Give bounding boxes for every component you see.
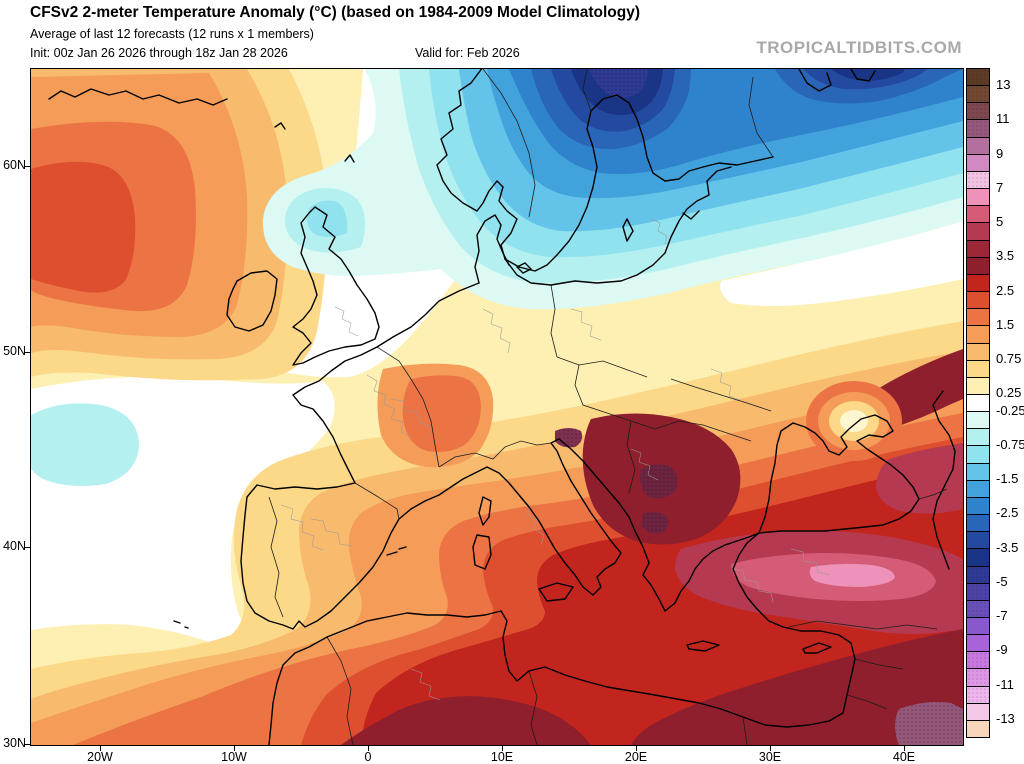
lat-tick-mark (24, 547, 30, 548)
valid-time-label: Valid for: Feb 2026 (415, 46, 520, 60)
colorbar-tick-label: -2.5 (996, 505, 1019, 521)
lon-tick-label: 40E (892, 750, 916, 764)
colorbar-segment (967, 686, 989, 704)
colorbar-segment (967, 309, 989, 327)
colorbar-tick-label: -5 (996, 573, 1008, 589)
colorbar-segment (967, 583, 989, 601)
colorbar-segment (967, 532, 989, 550)
colorbar-segment (967, 549, 989, 567)
admin-borders (280, 218, 831, 701)
colorbar-segment (967, 343, 989, 361)
colorbar-segment (967, 223, 989, 241)
lon-tick-label: 10W (221, 750, 247, 764)
colorbar-tick-label: 0.25 (996, 385, 1022, 401)
init-time-label: Init: 00z Jan 26 2026 through 18z Jan 28… (30, 46, 288, 60)
colorbar-segment (967, 720, 989, 738)
colorbar-tick-label: -9 (996, 642, 1008, 658)
colorbar-segment (967, 600, 989, 618)
colorbar-segment (967, 669, 989, 687)
colorbar-tick-label: -3.5 (996, 539, 1019, 555)
lon-tick-label: 20W (87, 750, 113, 764)
lon-tick-label: 20E (624, 750, 648, 764)
colorbar-segment (967, 360, 989, 378)
colorbar-segment (967, 69, 989, 87)
colorbar-segment (967, 103, 989, 121)
lat-tick-mark (24, 744, 30, 745)
colorbar-segment (967, 154, 989, 172)
colorbar-segment (967, 240, 989, 258)
lat-tick-label: 40N (3, 539, 26, 553)
lat-tick-mark (24, 352, 30, 353)
lon-tick-mark (100, 745, 101, 751)
colorbar-segment (967, 120, 989, 138)
lat-tick-label: 30N (3, 736, 26, 750)
colorbar-tick-label: 5 (996, 214, 1004, 230)
colorbar-segment (967, 206, 989, 224)
colorbar-segment (967, 652, 989, 670)
colorbar-tick-label: 13 (996, 77, 1011, 93)
colorbar-segment (967, 189, 989, 207)
lon-tick-mark (234, 745, 235, 751)
colorbar-tick-label: -7 (996, 608, 1008, 624)
colorbar-tick-label: -0.25 (996, 402, 1024, 418)
lon-tick-mark (770, 745, 771, 751)
coastlines (48, 69, 956, 745)
colorbar (966, 68, 990, 738)
colorbar-segment (967, 480, 989, 498)
colorbar-segment (967, 412, 989, 430)
colorbar-segment (967, 515, 989, 533)
lon-tick-label: 10E (490, 750, 514, 764)
colorbar-segment (967, 86, 989, 104)
colorbar-segment (967, 137, 989, 155)
site-watermark: TROPICALTIDBITS.COM (756, 38, 962, 57)
lon-tick-label: 0 (364, 750, 372, 764)
lat-tick-label: 50N (3, 344, 26, 358)
colorbar-segment (967, 497, 989, 516)
colorbar-segment (967, 257, 989, 275)
colorbar-segment (967, 326, 989, 344)
country-borders (268, 69, 948, 745)
colorbar-segment (967, 274, 989, 293)
colorbar-tick-label: 9 (996, 145, 1004, 161)
colorbar-tick-label: 7 (996, 179, 1004, 195)
forecast-subtitle: Average of last 12 forecasts (12 runs x … (30, 27, 314, 41)
anomaly-map-svg (31, 69, 963, 745)
page-title: CFSv2 2-meter Temperature Anomaly (°C) (… (30, 4, 640, 21)
lat-tick-mark (24, 166, 30, 167)
colorbar-tick-label: 1.5 (996, 316, 1015, 332)
colorbar-segment (967, 429, 989, 447)
colorbar-segment (967, 171, 989, 190)
lon-tick-label: 30E (758, 750, 782, 764)
colorbar-tick-label: -11 (996, 676, 1014, 692)
colorbar-segment (967, 446, 989, 464)
colorbar-tick-label: 3.5 (996, 248, 1015, 264)
colorbar-segment (967, 566, 989, 584)
lat-tick-label: 60N (3, 158, 26, 172)
lon-tick-mark (904, 745, 905, 751)
colorbar-segment (967, 292, 989, 310)
lon-tick-mark (368, 745, 369, 751)
colorbar-tick-label: 11 (996, 111, 1010, 127)
colorbar-segment (967, 703, 989, 721)
colorbar-tick-label: -0.75 (996, 436, 1024, 452)
lon-tick-mark (502, 745, 503, 751)
colorbar-segment (967, 635, 989, 653)
anomaly-map (30, 68, 964, 746)
colorbar-segment (967, 394, 989, 413)
colorbar-segment (967, 377, 989, 395)
colorbar-segment (967, 463, 989, 481)
colorbar-tick-label: -13 (996, 710, 1015, 726)
colorbar-tick-label: -1.5 (996, 471, 1019, 487)
colorbar-tick-label: 0.75 (996, 351, 1022, 367)
colorbar-segment (967, 618, 989, 636)
lon-tick-mark (636, 745, 637, 751)
colorbar-tick-label: 2.5 (996, 282, 1015, 298)
